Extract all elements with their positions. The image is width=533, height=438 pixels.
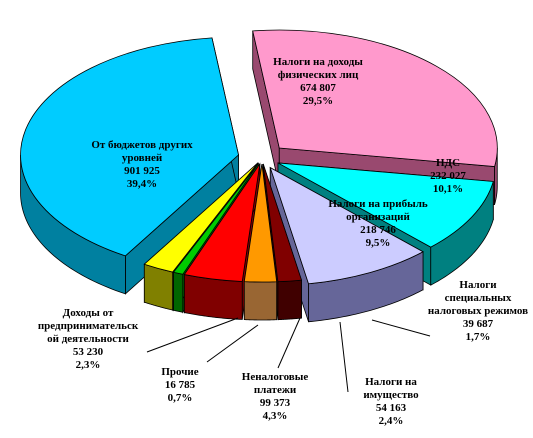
slice-percent: 0,7% bbox=[168, 392, 193, 404]
slice-percent: 1,7% bbox=[466, 331, 491, 343]
slice-label-line: специальных bbox=[445, 292, 512, 304]
slice-label-line: Прочие bbox=[161, 366, 198, 378]
slice-percent: 4,3% bbox=[263, 410, 288, 422]
slice-percent: 39,4% bbox=[127, 178, 157, 190]
leader-line-неналоговые-платежи bbox=[277, 317, 301, 369]
pie-slice-налоги-на-доходы-физических-лиц bbox=[252, 29, 498, 167]
slice-percent: 2,3% bbox=[76, 359, 101, 371]
slice-value: 218 746 bbox=[360, 224, 396, 236]
slice-label-line: Доходы от bbox=[63, 307, 114, 319]
leader-line-налоги-специальных-налоговых-режимов bbox=[371, 319, 431, 337]
slice-percent: 10,1% bbox=[433, 183, 463, 195]
slice-value: 16 785 bbox=[165, 379, 196, 391]
leader-lines bbox=[146, 317, 431, 393]
slice-label-line: налоговых режимов bbox=[428, 305, 528, 317]
slice-label-line: имущество bbox=[363, 389, 419, 401]
pie-slice-от-бюджетов-других-уровней bbox=[20, 37, 239, 257]
slice-percent: 9,5% bbox=[366, 237, 391, 249]
slice-label-line: платежи bbox=[254, 384, 297, 396]
slice-value: 674 807 bbox=[300, 82, 336, 94]
slice-label-line: НДС bbox=[436, 157, 460, 169]
pie-slice-налоги-специальных-налоговых-режимов bbox=[262, 163, 303, 283]
slice-label-line: уровней bbox=[122, 152, 163, 164]
leader-line-доходы-от-предпринимательской-деятельности bbox=[146, 317, 239, 353]
slice-label-line: Налоги bbox=[459, 279, 497, 291]
slice-label-line: Неналоговые bbox=[242, 371, 309, 383]
slice-value: 54 163 bbox=[376, 402, 407, 414]
slice-rim-налоги-специальных-налоговых-режимов-0 bbox=[277, 279, 302, 321]
slice-percent: 2,4% bbox=[379, 415, 404, 427]
slice-percent: 29,5% bbox=[303, 95, 333, 107]
slice-value: 53 230 bbox=[73, 346, 104, 358]
slice-label-line: Налоги на прибыль bbox=[328, 198, 428, 210]
leader-line-налоги-на-имущество bbox=[339, 321, 349, 393]
slice-value: 232 027 bbox=[430, 170, 466, 182]
pie-slice-прочие bbox=[172, 163, 259, 275]
leader-line-прочие bbox=[206, 324, 259, 363]
slice-label-line: От бюджетов других bbox=[91, 139, 193, 151]
slice-value: 39 687 bbox=[463, 318, 494, 330]
slice-label-line: организаций bbox=[346, 211, 410, 223]
slice-rim-прочие-0 bbox=[173, 271, 184, 313]
pie-slice-неналоговые-платежи bbox=[183, 163, 261, 282]
slice-label-line: предпринимательск bbox=[38, 320, 139, 332]
slice-label-line: ой деятельности bbox=[47, 333, 129, 345]
pie-top-layer bbox=[20, 29, 498, 285]
pie-slice-ндс bbox=[277, 162, 494, 248]
pie-slice-налоги-на-имущество bbox=[243, 163, 278, 283]
slice-label-line: Налоги на bbox=[365, 376, 417, 388]
slice-label-line: физических лиц bbox=[278, 69, 359, 81]
slice-value: 901 925 bbox=[124, 165, 160, 177]
slice-rim-налоги-на-имущество-0 bbox=[243, 281, 278, 321]
pie-slice-налоги-на-прибыль-организаций bbox=[269, 166, 424, 285]
slice-label-line: Налоги на доходы bbox=[273, 56, 363, 68]
slice-value: 99 373 bbox=[260, 397, 291, 409]
pie-slice-доходы-от-предпринимательской-деятельности bbox=[143, 163, 258, 273]
